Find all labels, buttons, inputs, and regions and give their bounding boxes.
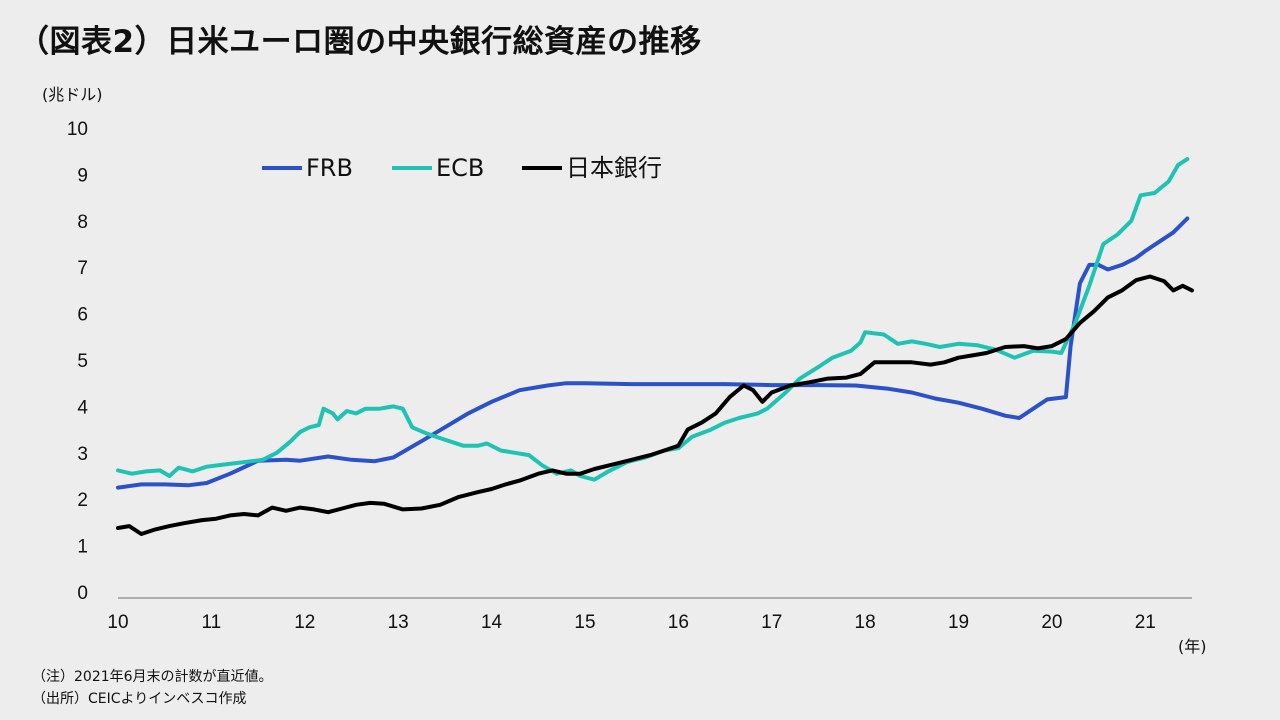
y-tick-label: 9	[77, 165, 88, 186]
x-tick-label: 19	[948, 612, 969, 633]
x-tick-label: 16	[668, 612, 689, 633]
chart-title: （図表2）日米ユーロ圏の中央銀行総資産の推移	[18, 24, 702, 60]
y-tick-label: 0	[77, 583, 88, 604]
y-axis-unit-label: (兆ドル)	[42, 85, 103, 104]
x-tick-label: 11	[202, 612, 222, 633]
y-tick-label: 1	[77, 537, 88, 558]
footnote: （注）2021年6月末の計数が直近値。	[32, 669, 273, 685]
legend-label: ECB	[436, 154, 484, 182]
x-tick-label: 13	[388, 612, 409, 633]
x-tick-label: 18	[855, 612, 876, 633]
source-note: （出所）CEICよりインベスコ作成	[32, 691, 247, 707]
x-axis-unit-label: (年)	[1178, 637, 1207, 656]
legend-label: FRB	[306, 154, 353, 182]
x-tick-label: 17	[761, 612, 782, 633]
x-tick-label: 14	[481, 612, 503, 633]
series-lines	[116, 157, 1194, 536]
y-tick-label: 2	[77, 490, 88, 511]
legend-label: 日本銀行	[566, 154, 662, 182]
legend: FRB ECB 日本銀行	[262, 154, 662, 182]
x-tick-label: 12	[294, 612, 315, 633]
y-tick-label: 4	[77, 397, 88, 418]
y-tick-label: 6	[77, 305, 88, 326]
y-tick-label: 10	[67, 119, 88, 140]
x-tick-label: 15	[574, 612, 595, 633]
y-tick-label: 8	[77, 212, 88, 233]
series-line-2	[116, 274, 1194, 536]
y-tick-label: 3	[77, 444, 88, 465]
x-tick-label: 20	[1041, 612, 1062, 633]
y-tick-labels: 0 1 2 3 4 5 6 7 8 9 10	[67, 119, 89, 604]
x-tick-label: 21	[1135, 612, 1156, 633]
x-tick-labels: 10 11 12 13 14 15 16 17 18 19 20 21	[107, 612, 1155, 633]
y-tick-label: 5	[77, 351, 88, 372]
series-line-1	[116, 157, 1190, 482]
series-line-0	[116, 216, 1190, 490]
y-tick-label: 7	[77, 258, 88, 279]
x-tick-label: 10	[107, 612, 128, 633]
